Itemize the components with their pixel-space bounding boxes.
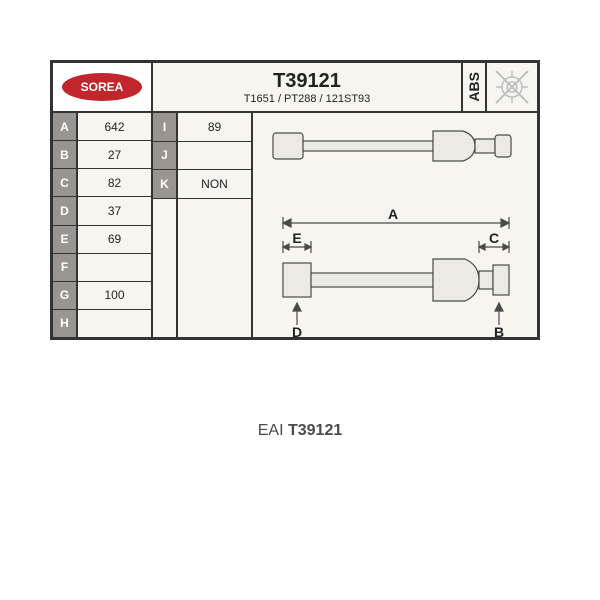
spec-col2-keys: I J K xyxy=(153,113,178,337)
spec-key: I xyxy=(153,113,176,142)
spec-key: E xyxy=(53,226,76,254)
spec-col1-vals: 642 27 82 37 69 100 xyxy=(78,113,153,337)
spec-val xyxy=(78,310,151,337)
dim-label-a: A xyxy=(388,206,398,222)
spec-col2-vals: 89 NON xyxy=(178,113,253,337)
cross-refs: T1651 / PT288 / 121ST93 xyxy=(244,93,371,105)
spec-card: SOREA T39121 T1651 / PT288 / 121ST93 ABS xyxy=(50,60,540,340)
spec-key: H xyxy=(53,310,76,337)
spec-key: G xyxy=(53,282,76,310)
caption-code: T39121 xyxy=(288,422,342,439)
brand-name: SOREA xyxy=(81,80,124,94)
spec-key: C xyxy=(53,169,76,197)
brand-logo-cell: SOREA xyxy=(53,63,153,111)
spec-key: K xyxy=(153,170,176,199)
abs-icon-cell xyxy=(487,63,537,111)
dim-label-c: C xyxy=(489,230,499,246)
abs-gear-icon xyxy=(492,67,532,107)
card-header: SOREA T39121 T1651 / PT288 / 121ST93 ABS xyxy=(53,63,537,113)
spec-fill xyxy=(153,199,176,337)
spec-key: D xyxy=(53,197,76,225)
card-body: A B C D E F G H 642 27 82 37 69 100 xyxy=(53,113,537,337)
spec-key: F xyxy=(53,254,76,282)
caption: EAI T39121 xyxy=(0,422,600,440)
part-number: T39121 xyxy=(273,70,341,93)
abs-label: ABS xyxy=(466,72,482,102)
spec-fill xyxy=(178,199,251,337)
abs-label-cell: ABS xyxy=(463,63,487,111)
spec-val: 100 xyxy=(78,282,151,310)
dim-label-b: B xyxy=(494,324,504,338)
diagram-area: A E C D B xyxy=(253,113,537,337)
title-cell: T39121 T1651 / PT288 / 121ST93 xyxy=(153,63,463,111)
spec-val: 37 xyxy=(78,197,151,225)
spec-val: 27 xyxy=(78,141,151,169)
spec-val: NON xyxy=(178,170,251,199)
specs-table: A B C D E F G H 642 27 82 37 69 100 xyxy=(53,113,253,337)
brand-logo: SOREA xyxy=(62,73,142,101)
axle-diagram: A E C D B xyxy=(253,113,537,338)
spec-val: 89 xyxy=(178,113,251,142)
spec-key: J xyxy=(153,142,176,171)
dim-label-e: E xyxy=(292,230,301,246)
caption-brand: EAI xyxy=(258,422,284,439)
spec-val xyxy=(78,254,151,282)
spec-val: 69 xyxy=(78,226,151,254)
spec-col1-keys: A B C D E F G H xyxy=(53,113,78,337)
spec-val xyxy=(178,142,251,171)
dim-label-d: D xyxy=(292,324,302,338)
spec-key: B xyxy=(53,141,76,169)
spec-key: A xyxy=(53,113,76,141)
spec-val: 642 xyxy=(78,113,151,141)
spec-val: 82 xyxy=(78,169,151,197)
